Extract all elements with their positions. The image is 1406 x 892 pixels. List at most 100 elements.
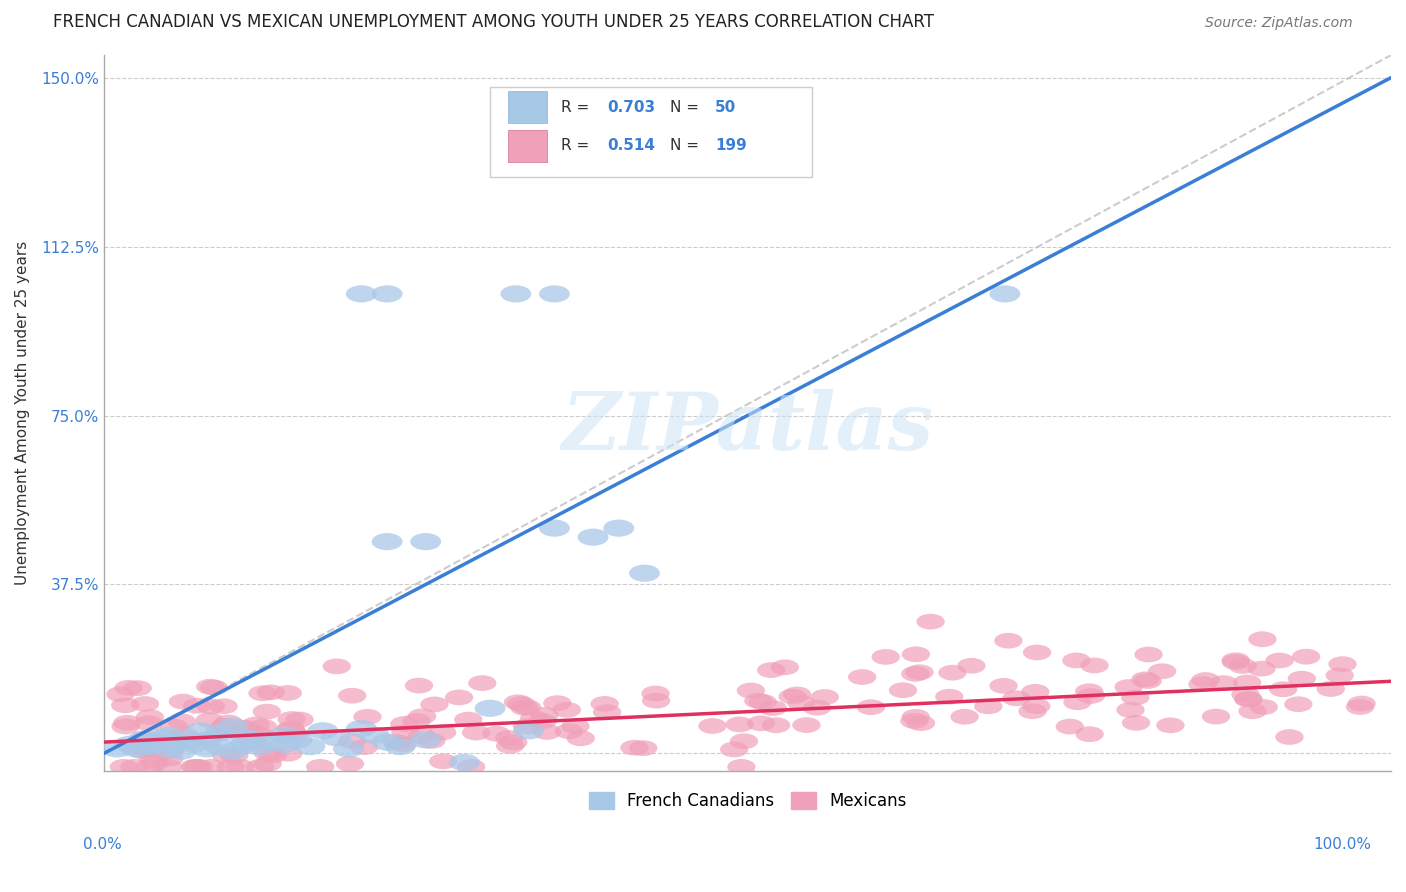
Ellipse shape bbox=[1076, 726, 1104, 742]
Ellipse shape bbox=[1122, 715, 1150, 731]
Ellipse shape bbox=[183, 698, 211, 714]
Ellipse shape bbox=[134, 738, 165, 756]
Ellipse shape bbox=[346, 720, 377, 737]
Ellipse shape bbox=[496, 738, 524, 754]
Ellipse shape bbox=[1156, 717, 1185, 733]
Ellipse shape bbox=[321, 729, 352, 747]
Ellipse shape bbox=[170, 727, 198, 743]
Ellipse shape bbox=[1270, 681, 1298, 698]
Ellipse shape bbox=[520, 710, 548, 726]
Ellipse shape bbox=[253, 756, 281, 772]
Ellipse shape bbox=[495, 731, 523, 746]
Ellipse shape bbox=[901, 709, 929, 724]
Ellipse shape bbox=[578, 529, 609, 546]
Ellipse shape bbox=[226, 759, 254, 775]
Text: 0.0%: 0.0% bbox=[83, 838, 122, 852]
Ellipse shape bbox=[155, 743, 183, 759]
Text: R =: R = bbox=[561, 100, 593, 115]
Ellipse shape bbox=[950, 709, 979, 724]
Ellipse shape bbox=[277, 721, 305, 737]
Ellipse shape bbox=[454, 712, 482, 728]
Ellipse shape bbox=[429, 754, 457, 769]
Ellipse shape bbox=[901, 647, 929, 662]
Ellipse shape bbox=[408, 728, 436, 744]
Ellipse shape bbox=[204, 724, 235, 741]
Ellipse shape bbox=[110, 759, 138, 775]
Ellipse shape bbox=[501, 285, 531, 302]
Ellipse shape bbox=[218, 742, 247, 760]
Ellipse shape bbox=[107, 687, 135, 702]
Ellipse shape bbox=[1077, 688, 1105, 704]
Ellipse shape bbox=[727, 759, 755, 775]
Ellipse shape bbox=[149, 734, 177, 750]
Ellipse shape bbox=[1202, 708, 1230, 724]
Ellipse shape bbox=[1063, 653, 1091, 668]
Ellipse shape bbox=[530, 707, 558, 723]
Ellipse shape bbox=[1292, 648, 1320, 665]
Ellipse shape bbox=[1080, 657, 1109, 673]
Ellipse shape bbox=[179, 736, 209, 753]
Ellipse shape bbox=[277, 711, 305, 727]
Ellipse shape bbox=[463, 724, 491, 740]
Ellipse shape bbox=[371, 533, 402, 550]
Ellipse shape bbox=[449, 754, 479, 771]
Ellipse shape bbox=[186, 723, 217, 739]
Ellipse shape bbox=[1056, 719, 1084, 734]
Ellipse shape bbox=[218, 718, 247, 735]
Ellipse shape bbox=[1002, 690, 1031, 706]
Ellipse shape bbox=[217, 759, 245, 775]
Ellipse shape bbox=[121, 740, 152, 757]
Ellipse shape bbox=[159, 733, 190, 751]
Ellipse shape bbox=[974, 698, 1002, 714]
Ellipse shape bbox=[212, 721, 242, 736]
Ellipse shape bbox=[699, 718, 727, 734]
Ellipse shape bbox=[112, 714, 142, 731]
Ellipse shape bbox=[336, 756, 364, 772]
Ellipse shape bbox=[1135, 647, 1163, 663]
Ellipse shape bbox=[231, 736, 262, 753]
Ellipse shape bbox=[269, 727, 299, 744]
Ellipse shape bbox=[257, 684, 285, 700]
Ellipse shape bbox=[561, 718, 589, 734]
Ellipse shape bbox=[811, 690, 839, 705]
Ellipse shape bbox=[468, 675, 496, 691]
Ellipse shape bbox=[411, 731, 441, 748]
Text: 100.0%: 100.0% bbox=[1313, 838, 1372, 852]
Ellipse shape bbox=[391, 716, 419, 731]
Ellipse shape bbox=[135, 759, 163, 775]
Ellipse shape bbox=[274, 746, 302, 762]
Ellipse shape bbox=[759, 700, 787, 716]
Text: 0.703: 0.703 bbox=[607, 100, 655, 115]
Ellipse shape bbox=[901, 666, 929, 681]
Ellipse shape bbox=[1275, 729, 1303, 745]
Ellipse shape bbox=[1063, 694, 1091, 710]
Ellipse shape bbox=[111, 698, 139, 714]
Y-axis label: Unemployment Among Youth under 25 years: Unemployment Among Youth under 25 years bbox=[15, 241, 30, 585]
Ellipse shape bbox=[153, 740, 184, 757]
Ellipse shape bbox=[285, 712, 314, 727]
Ellipse shape bbox=[538, 519, 569, 537]
Ellipse shape bbox=[231, 720, 259, 736]
Ellipse shape bbox=[169, 694, 197, 709]
Ellipse shape bbox=[720, 741, 748, 757]
Ellipse shape bbox=[209, 698, 238, 714]
Ellipse shape bbox=[243, 738, 274, 756]
Ellipse shape bbox=[191, 731, 222, 748]
Ellipse shape bbox=[1018, 703, 1046, 719]
Text: N =: N = bbox=[671, 138, 704, 153]
Ellipse shape bbox=[405, 678, 433, 693]
Ellipse shape bbox=[872, 649, 900, 665]
Ellipse shape bbox=[281, 731, 312, 748]
Ellipse shape bbox=[337, 733, 366, 749]
Ellipse shape bbox=[747, 715, 775, 731]
Ellipse shape bbox=[889, 682, 917, 698]
Ellipse shape bbox=[603, 519, 634, 537]
Ellipse shape bbox=[957, 658, 986, 673]
Ellipse shape bbox=[543, 695, 571, 711]
Ellipse shape bbox=[783, 687, 811, 702]
Legend: French Canadians, Mexicans: French Canadians, Mexicans bbox=[582, 785, 912, 817]
Ellipse shape bbox=[553, 702, 581, 718]
Ellipse shape bbox=[1347, 696, 1375, 712]
Ellipse shape bbox=[1329, 657, 1357, 672]
Ellipse shape bbox=[197, 698, 225, 714]
